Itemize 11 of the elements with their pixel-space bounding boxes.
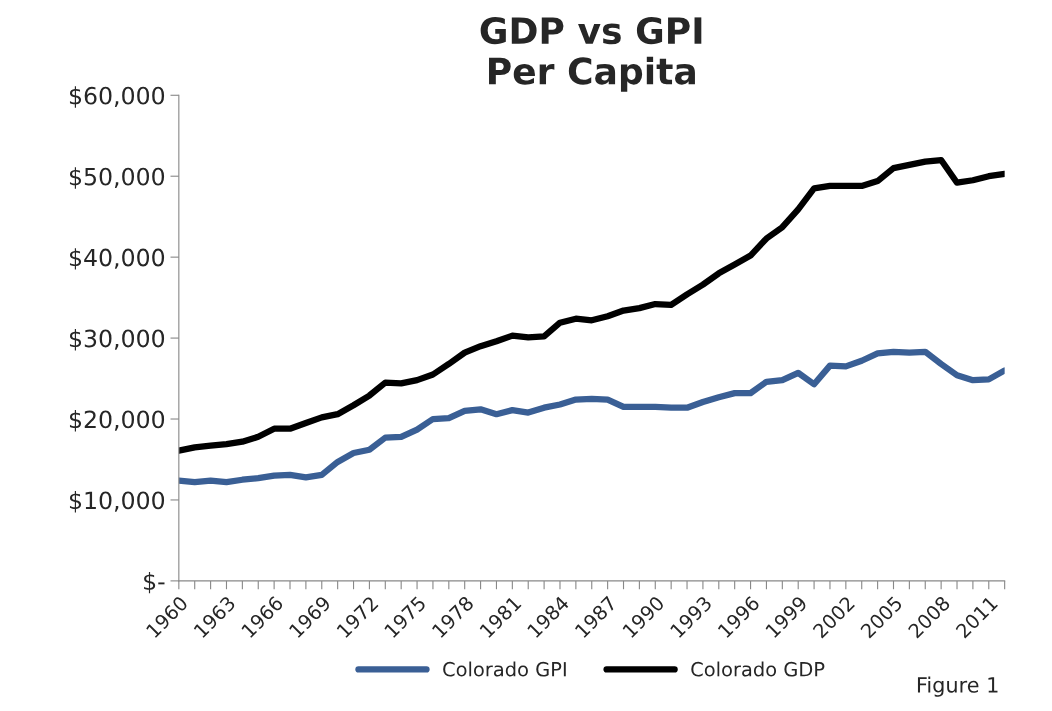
y-tick-label: $20,000 <box>69 410 165 432</box>
caption: Figure 1 <box>917 676 998 697</box>
legend-label: Colorado GPI <box>443 661 566 677</box>
y-tick-label: $40,000 <box>69 248 165 270</box>
y-tick-label: $50,000 <box>69 167 165 189</box>
y-tick-label: $30,000 <box>69 329 165 351</box>
y-tick-label: $10,000 <box>69 490 165 513</box>
legend-label: Colorado GDP <box>691 661 825 677</box>
chart-title: GDP vs GPI Per Capita <box>480 16 702 92</box>
y-tick-label: $60,000 <box>69 86 165 108</box>
y-tick-label: $- <box>144 571 165 594</box>
